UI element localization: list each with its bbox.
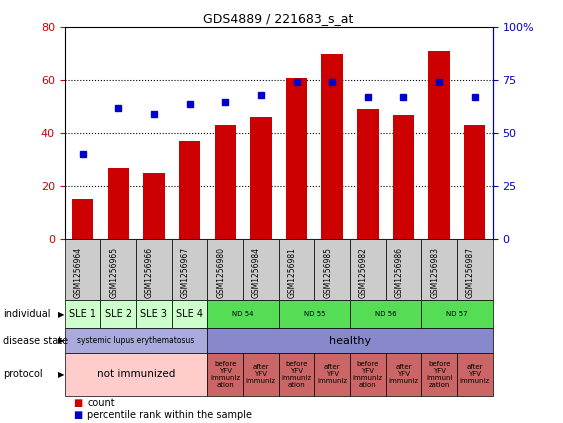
Bar — [143, 173, 164, 239]
Text: GSM1256966: GSM1256966 — [145, 247, 154, 298]
Text: ND 57: ND 57 — [446, 311, 468, 317]
Bar — [286, 78, 307, 239]
Text: GSM1256984: GSM1256984 — [252, 247, 261, 298]
Text: after
YFV
immuniz: after YFV immuniz — [460, 364, 490, 385]
Text: ND 56: ND 56 — [375, 311, 396, 317]
Bar — [357, 110, 378, 239]
Bar — [321, 54, 343, 239]
Text: GSM1256986: GSM1256986 — [395, 247, 404, 298]
Text: GSM1256964: GSM1256964 — [74, 247, 83, 298]
Bar — [428, 51, 450, 239]
Text: ND 55: ND 55 — [303, 311, 325, 317]
Text: GSM1256965: GSM1256965 — [109, 247, 118, 298]
Bar — [215, 125, 236, 239]
Text: before
YFV
immuniz
ation: before YFV immuniz ation — [353, 361, 383, 388]
Text: GSM1256981: GSM1256981 — [288, 247, 297, 298]
Text: systemic lupus erythematosus: systemic lupus erythematosus — [77, 336, 195, 345]
Text: GSM1256983: GSM1256983 — [430, 247, 439, 298]
Text: before
YFV
immuniz
ation: before YFV immuniz ation — [210, 361, 240, 388]
Bar — [464, 125, 485, 239]
Text: GSM1256967: GSM1256967 — [181, 247, 190, 298]
Text: GSM1256982: GSM1256982 — [359, 247, 368, 298]
Text: ■: ■ — [73, 398, 82, 408]
Text: GSM1256987: GSM1256987 — [466, 247, 475, 298]
Text: SLE 4: SLE 4 — [176, 309, 203, 319]
Title: GDS4889 / 221683_s_at: GDS4889 / 221683_s_at — [203, 12, 354, 25]
Text: ▶: ▶ — [57, 310, 64, 319]
Bar — [393, 115, 414, 239]
Text: ND 54: ND 54 — [233, 311, 254, 317]
Text: ■: ■ — [73, 410, 82, 420]
Text: SLE 1: SLE 1 — [69, 309, 96, 319]
Text: GSM1256980: GSM1256980 — [216, 247, 225, 298]
Text: protocol: protocol — [3, 369, 42, 379]
Text: not immunized: not immunized — [97, 369, 175, 379]
Text: before
YFV
immuni
zation: before YFV immuni zation — [426, 361, 453, 388]
Text: ▶: ▶ — [57, 370, 64, 379]
Text: disease state: disease state — [3, 335, 68, 346]
Text: SLE 2: SLE 2 — [105, 309, 132, 319]
Bar — [250, 118, 271, 239]
Text: after
YFV
immuniz: after YFV immuniz — [246, 364, 276, 385]
Text: percentile rank within the sample: percentile rank within the sample — [87, 410, 252, 420]
Text: after
YFV
immuniz: after YFV immuniz — [317, 364, 347, 385]
Text: after
YFV
immuniz: after YFV immuniz — [388, 364, 418, 385]
Text: healthy: healthy — [329, 335, 371, 346]
Bar — [179, 141, 200, 239]
Text: ▶: ▶ — [57, 336, 64, 345]
Text: SLE 3: SLE 3 — [140, 309, 167, 319]
Bar — [108, 168, 129, 239]
Text: GSM1256985: GSM1256985 — [323, 247, 332, 298]
Text: individual: individual — [3, 309, 50, 319]
Bar — [72, 199, 93, 239]
Text: before
YFV
immuniz
ation: before YFV immuniz ation — [282, 361, 311, 388]
Text: count: count — [87, 398, 115, 408]
